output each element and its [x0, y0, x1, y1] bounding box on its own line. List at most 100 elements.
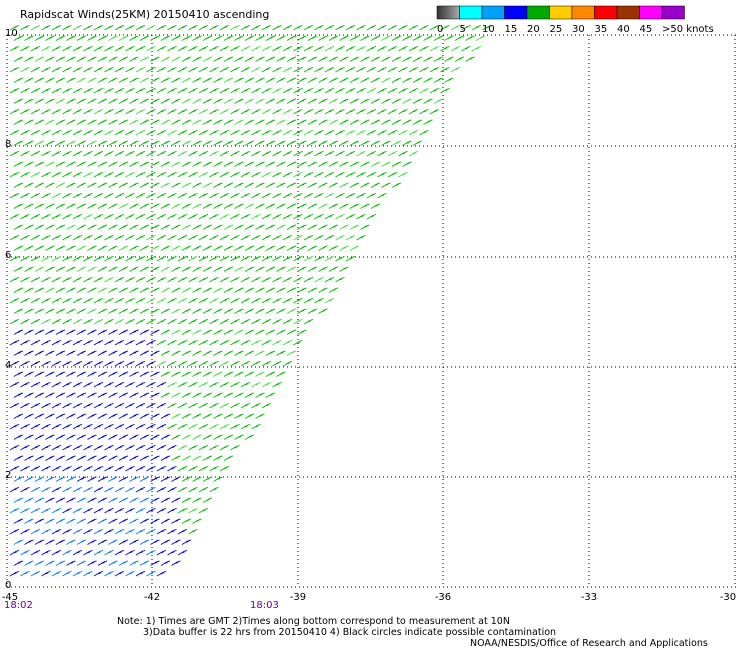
wind-barb	[93, 129, 104, 136]
wind-barb	[167, 234, 177, 241]
wind-barb	[87, 98, 97, 104]
wind-barb	[366, 129, 377, 136]
wind-barb	[41, 423, 51, 430]
wind-barb	[286, 161, 297, 167]
wind-barb	[125, 150, 135, 157]
wind-barb	[171, 518, 181, 524]
wind-barb	[146, 192, 156, 199]
wind-barb	[118, 182, 129, 188]
wind-barb	[234, 413, 244, 419]
wind-barb	[398, 150, 408, 157]
wind-barb	[125, 507, 135, 514]
legend-label: 5	[460, 24, 466, 35]
wind-barb	[324, 234, 335, 241]
wind-barb	[24, 329, 34, 335]
wind-barb	[51, 444, 62, 451]
wind-barb	[93, 402, 104, 409]
wind-barb	[192, 119, 202, 125]
wind-barb	[213, 203, 223, 209]
wind-barb	[223, 161, 234, 167]
wind-barb	[314, 45, 324, 52]
wind-barb	[108, 455, 118, 461]
wind-barb	[255, 308, 265, 314]
wind-barb	[192, 371, 202, 377]
wind-barb	[387, 108, 398, 115]
lat-label-4: 4	[5, 360, 12, 371]
wind-barb	[13, 413, 24, 419]
wind-barb	[104, 549, 114, 556]
wind-barb	[349, 77, 360, 83]
wind-barb	[188, 507, 198, 514]
wind-barb	[209, 192, 219, 199]
wind-barb	[118, 350, 129, 356]
wind-barb	[24, 98, 34, 104]
wind-barb	[41, 45, 51, 52]
wind-barb	[55, 245, 66, 251]
wind-barb	[230, 318, 240, 325]
wind-barb	[167, 45, 177, 52]
wind-barb	[202, 245, 213, 251]
wind-barb	[219, 45, 230, 52]
wind-barb	[272, 339, 282, 346]
wind-barb	[286, 140, 297, 146]
wind-barb	[30, 234, 41, 241]
wind-barb	[150, 539, 160, 545]
wind-barb	[261, 108, 272, 115]
wind-barb	[188, 339, 198, 346]
wind-barb	[93, 570, 104, 577]
wind-barb	[213, 140, 223, 146]
wind-barb	[209, 381, 219, 388]
wind-barb	[192, 392, 202, 398]
wind-barb	[9, 570, 20, 577]
wind-barb	[219, 213, 230, 220]
wind-barb	[118, 371, 129, 377]
wind-barb	[160, 161, 171, 167]
wind-barb	[51, 45, 62, 52]
wind-barb	[76, 497, 87, 503]
wind-barb	[234, 98, 244, 104]
wind-barb	[454, 35, 465, 41]
wind-barb	[66, 140, 76, 146]
wind-barb	[303, 318, 314, 325]
wind-barb	[251, 318, 261, 325]
wind-barb	[72, 171, 83, 178]
wind-barb	[108, 476, 118, 482]
wind-barb	[303, 150, 314, 157]
wind-barb	[213, 287, 223, 293]
wind-barb	[181, 518, 192, 524]
wind-barb	[219, 66, 230, 73]
wind-barb	[118, 245, 129, 251]
wind-barb	[156, 297, 167, 304]
wind-barb	[244, 161, 255, 167]
wind-barb	[87, 560, 97, 566]
wind-barb	[251, 381, 261, 388]
wind-barb	[41, 66, 51, 73]
wind-barb	[87, 287, 97, 293]
wind-barb	[20, 381, 30, 388]
wind-barb	[181, 350, 192, 356]
wind-barb	[261, 87, 272, 94]
wind-barb	[24, 308, 34, 314]
wind-barb	[93, 213, 104, 220]
wind-barb	[387, 45, 398, 52]
wind-barb	[62, 213, 72, 220]
wind-barb	[255, 56, 265, 62]
wind-barb	[366, 108, 377, 115]
wind-barb	[167, 171, 177, 178]
wind-barb	[387, 66, 398, 73]
wind-barb	[177, 423, 188, 430]
wind-barb	[97, 119, 108, 125]
wind-barb	[34, 350, 45, 356]
wind-barb	[83, 297, 93, 304]
wind-barb	[30, 444, 41, 451]
wind-barb	[335, 213, 345, 220]
wind-barb	[192, 77, 202, 83]
wind-barb	[55, 287, 66, 293]
wind-barb	[251, 108, 261, 115]
wind-barb	[139, 119, 150, 125]
wind-barb	[139, 35, 150, 41]
wind-barb	[276, 224, 286, 230]
wind-barb	[129, 98, 139, 104]
wind-barb	[482, 24, 492, 31]
wind-barb	[20, 570, 30, 577]
